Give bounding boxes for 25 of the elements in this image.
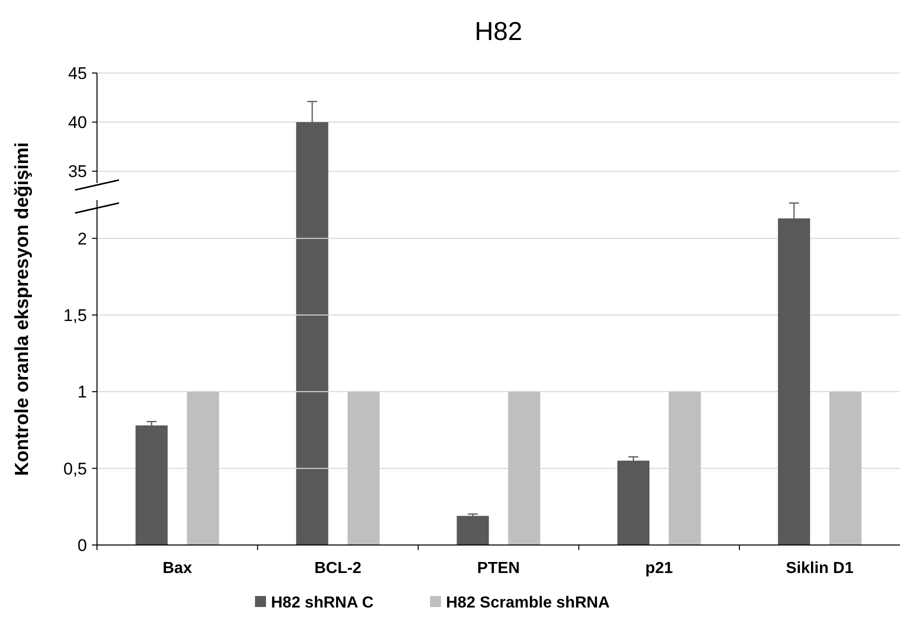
x-tick-label: p21	[645, 560, 673, 577]
y-tick-label: 0	[78, 536, 87, 555]
bar	[186, 392, 220, 545]
chart-title: H82	[474, 16, 522, 46]
y-tick-label: 0,5	[63, 459, 87, 478]
bar	[617, 460, 650, 545]
y-tick-label: 1,5	[63, 306, 87, 325]
legend-label: H82 shRNA C	[271, 594, 374, 612]
x-tick-label: Bax	[162, 560, 192, 577]
y-tick-label: 1	[78, 382, 87, 402]
bar	[829, 392, 862, 545]
bar	[136, 425, 168, 545]
x-tick-label: BCL-2	[314, 560, 362, 577]
bar	[668, 392, 701, 545]
bar	[348, 392, 380, 545]
y-tick-label: 35	[68, 162, 87, 182]
y-tick-label: 2	[78, 229, 87, 248]
y-tick-label: 45	[68, 64, 87, 83]
legend-label: H82 Scramble shRNA	[446, 594, 610, 612]
y-axis-title: Kontrole oranla ekspresyon değişimi	[12, 142, 33, 476]
bar	[508, 392, 540, 545]
x-tick-label: PTEN	[477, 560, 520, 577]
x-tick-label: Siklin D1	[786, 560, 854, 577]
y-tick-label: 40	[68, 113, 87, 132]
bar	[456, 516, 489, 545]
